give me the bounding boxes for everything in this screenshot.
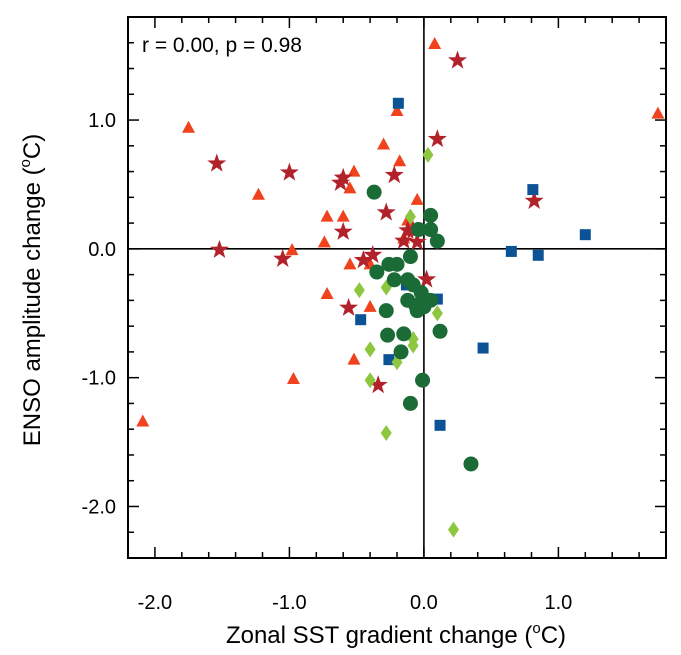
square-point <box>355 314 367 326</box>
triangle-point <box>286 371 300 384</box>
triangle-point <box>317 235 331 248</box>
x-tick-label: 0.0 <box>410 592 438 614</box>
star-point <box>207 153 227 172</box>
triangle-point <box>347 164 361 177</box>
star-point <box>448 50 468 69</box>
star-point <box>417 269 437 288</box>
triangle-point <box>410 192 424 205</box>
circle-point <box>396 326 412 342</box>
triangle-point <box>651 106 665 119</box>
triangle-point <box>336 209 350 222</box>
circle-point <box>380 327 396 343</box>
square-point <box>579 229 591 241</box>
diamond-point <box>422 146 434 163</box>
triangle-point <box>320 286 334 299</box>
circle-point <box>415 372 431 388</box>
star-point <box>273 248 293 267</box>
data-points <box>136 37 665 538</box>
y-tick-labels: -2.0 -1.0 0.0 1.0 <box>82 110 116 518</box>
star-point <box>209 239 229 258</box>
triangle-point <box>136 414 150 427</box>
triangle-point <box>182 120 196 133</box>
star-point <box>353 250 373 269</box>
square-point <box>392 97 404 109</box>
circle-point <box>423 222 439 238</box>
circle-point <box>423 207 439 223</box>
star-point <box>384 165 404 184</box>
diamond-point <box>431 305 443 322</box>
diamond-point <box>447 521 459 538</box>
triangle-point <box>251 187 265 200</box>
triangle-point <box>363 299 377 312</box>
star-point <box>368 375 388 394</box>
x-tick-label: -1.0 <box>272 592 306 614</box>
square-point <box>532 249 544 261</box>
circle-point <box>409 303 425 319</box>
circle-point <box>429 233 445 249</box>
circle-point <box>378 303 394 319</box>
star-point <box>363 245 383 264</box>
star-point <box>331 172 351 191</box>
triangle-point <box>343 257 357 270</box>
circle-point <box>393 344 409 360</box>
diamond-point <box>364 372 376 389</box>
triangle-point <box>390 104 404 117</box>
x-axis-title: Zonal SST gradient change (oC) <box>226 620 566 649</box>
diamond-point <box>380 425 392 442</box>
x-tick-labels: -2.0 -1.0 0.0 1.0 <box>138 592 573 614</box>
square-point <box>477 342 489 354</box>
triangle-point <box>347 352 361 365</box>
triangle-point <box>377 137 391 150</box>
square-point <box>434 419 446 431</box>
y-tick-label: 1.0 <box>88 110 116 132</box>
x-axis-title-tail: C) <box>541 622 566 649</box>
circle-point <box>366 184 382 200</box>
y-axis-title-sup: o <box>17 159 34 167</box>
circle-point <box>411 222 427 238</box>
y-tick-label: 0.0 <box>88 239 116 261</box>
diamond-point <box>404 208 416 225</box>
square-point <box>383 354 395 366</box>
circle-point <box>463 456 479 472</box>
triangle-point <box>285 243 299 256</box>
star-point <box>333 167 353 186</box>
star-point <box>394 230 414 249</box>
star-point <box>427 129 447 148</box>
triangle-point <box>428 37 442 50</box>
diamond-point <box>353 282 365 299</box>
diamond-point <box>364 341 376 358</box>
x-tick-label: -2.0 <box>138 592 172 614</box>
y-axis-title: ENSO amplitude change (oC) <box>17 134 46 446</box>
star-point <box>407 232 427 251</box>
star-point <box>339 297 359 316</box>
y-tick-label: -2.0 <box>82 496 116 518</box>
circle-point <box>386 272 402 288</box>
square-point <box>527 184 539 196</box>
x-tick-label: 1.0 <box>544 592 572 614</box>
diamond-point <box>407 337 419 354</box>
y-axis-title-tail: C) <box>19 134 46 159</box>
correlation-annotation: r = 0.00, p = 0.98 <box>142 34 302 57</box>
y-tick-label: -1.0 <box>82 368 116 390</box>
circle-point <box>381 256 397 272</box>
x-axis-title-main: Zonal SST gradient change ( <box>226 622 532 649</box>
triangle-point <box>343 181 357 194</box>
square-point <box>505 245 517 257</box>
plot-frame <box>127 16 667 559</box>
circle-point <box>432 323 448 339</box>
circle-point <box>369 264 385 280</box>
star-point <box>333 221 353 240</box>
circle-point <box>402 249 418 265</box>
x-axis-title-sup: o <box>532 620 540 637</box>
star-point <box>524 190 544 209</box>
star-point <box>279 162 299 181</box>
star-point <box>376 202 396 221</box>
y-axis-title-main: ENSO amplitude change ( <box>19 167 46 446</box>
triangle-point <box>393 154 407 167</box>
triangle-point <box>320 209 334 222</box>
circle-point <box>402 395 418 411</box>
